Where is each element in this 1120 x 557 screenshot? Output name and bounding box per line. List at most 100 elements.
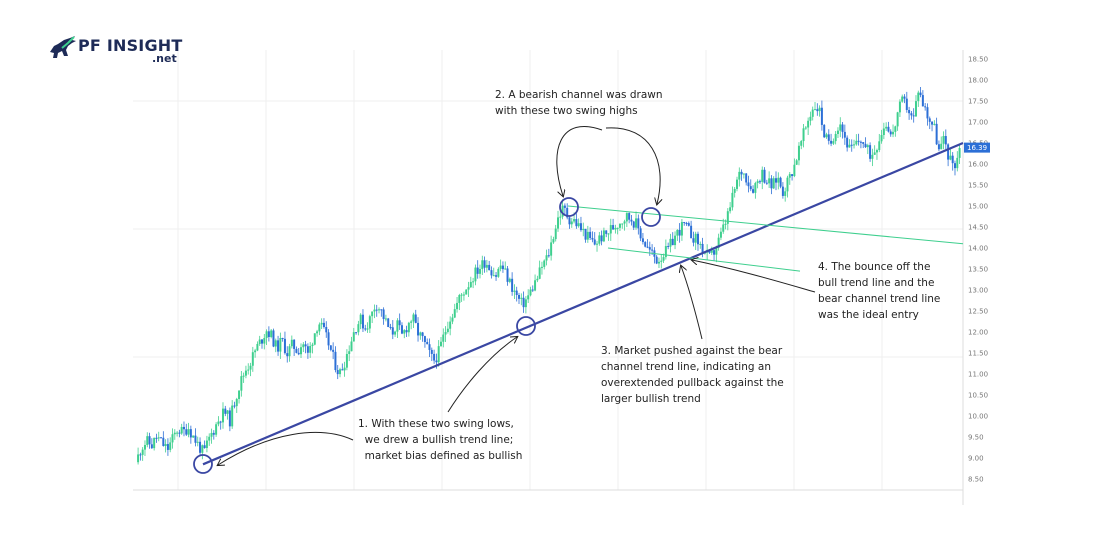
- current-price-label: 16.39: [967, 144, 987, 152]
- candle-up: [832, 141, 835, 144]
- candle-down: [306, 346, 309, 353]
- candle-up: [848, 144, 851, 148]
- candle-down: [770, 178, 773, 189]
- candle-up: [499, 265, 502, 269]
- annotation-note-4: 4. The bounce off the bull trend line an…: [818, 261, 941, 321]
- candle-up: [350, 341, 353, 352]
- candle-up: [731, 192, 734, 208]
- candle-up: [786, 177, 789, 192]
- candle-up: [933, 123, 936, 125]
- candle-up: [614, 227, 617, 230]
- candle-up: [180, 426, 183, 434]
- candle-up: [419, 332, 422, 336]
- candle-down: [747, 182, 750, 187]
- candle-down: [632, 221, 635, 228]
- candle-up: [513, 290, 516, 292]
- candle-up: [316, 331, 319, 334]
- candle-down: [687, 223, 690, 226]
- candle-down: [283, 338, 286, 354]
- candle-up: [481, 260, 484, 269]
- candle-up: [176, 432, 179, 434]
- candle-up: [607, 233, 610, 235]
- candle-up: [527, 295, 530, 300]
- candle-up: [561, 205, 564, 217]
- candle-down: [295, 348, 298, 353]
- candle-down: [185, 429, 188, 435]
- candle-down: [336, 370, 339, 375]
- trend-lines: [202, 141, 964, 466]
- candle-down: [329, 345, 332, 350]
- candle-up: [699, 243, 702, 245]
- candle-down: [150, 444, 153, 449]
- candle-up: [885, 126, 888, 129]
- candle-up: [302, 344, 305, 348]
- bear-channel-upper-line: [567, 205, 964, 245]
- annotation-note-3: 3. Market pushed against the bear channe…: [601, 345, 784, 405]
- candle-down: [389, 326, 392, 328]
- bull-icon: [50, 36, 76, 58]
- candle-down: [887, 126, 890, 132]
- candle-up: [940, 143, 943, 150]
- candle-down: [575, 219, 578, 227]
- candle-down: [547, 255, 550, 257]
- logo-suffix: .net: [152, 52, 177, 65]
- candle-up: [788, 174, 791, 178]
- candle-down: [506, 268, 509, 282]
- candle-down: [869, 145, 872, 159]
- candle-down: [166, 444, 169, 450]
- candle-up: [478, 268, 481, 274]
- candle-down: [820, 107, 823, 125]
- candle-up: [235, 398, 238, 407]
- candle-down: [199, 441, 202, 453]
- candle-up: [288, 346, 291, 357]
- candle-down: [947, 144, 950, 160]
- candle-up: [804, 127, 807, 129]
- logo-name: PF INSIGHT: [78, 36, 183, 55]
- candle-down: [944, 136, 947, 145]
- candle-down: [483, 260, 486, 268]
- candle-down: [501, 265, 504, 270]
- candle-up: [378, 309, 381, 311]
- candle-up: [446, 328, 449, 332]
- candle-down: [162, 437, 165, 446]
- candle-up: [719, 231, 722, 238]
- candle-down: [260, 339, 263, 344]
- candle-down: [327, 332, 330, 346]
- candle-down: [692, 238, 695, 243]
- candle-down: [531, 289, 534, 291]
- candle-down: [233, 405, 236, 407]
- candle-down: [405, 330, 408, 333]
- swing-low-marker-1: [193, 454, 213, 474]
- candle-down: [951, 155, 954, 164]
- candle-up: [552, 239, 555, 243]
- candle-up: [793, 164, 796, 177]
- candle-up: [449, 321, 452, 329]
- candle-up: [474, 267, 477, 282]
- candle-up: [318, 324, 321, 332]
- candle-up: [674, 235, 677, 246]
- candle-down: [228, 410, 231, 427]
- candle-down: [139, 454, 142, 456]
- candle-up: [866, 145, 869, 148]
- candle-down: [701, 243, 704, 253]
- candle-down: [926, 107, 929, 119]
- candle-up: [738, 171, 741, 180]
- swing-markers: [193, 197, 661, 474]
- candle-down: [690, 225, 693, 239]
- candle-up: [917, 92, 920, 102]
- candle-down: [763, 169, 766, 183]
- swing-low-marker-2: [516, 316, 536, 336]
- brand-logo[interactable]: PF INSIGHT .net: [48, 34, 198, 66]
- candle-up: [444, 331, 447, 335]
- candle-up: [623, 221, 626, 224]
- candle-down: [341, 369, 344, 371]
- candle-down: [775, 178, 778, 183]
- candle-up: [715, 247, 718, 255]
- candle-up: [217, 421, 220, 425]
- candle-up: [664, 246, 667, 258]
- candle-up: [451, 317, 454, 322]
- candle-up: [508, 278, 511, 282]
- swing-high-marker-1: [559, 197, 579, 217]
- candle-up: [143, 444, 146, 450]
